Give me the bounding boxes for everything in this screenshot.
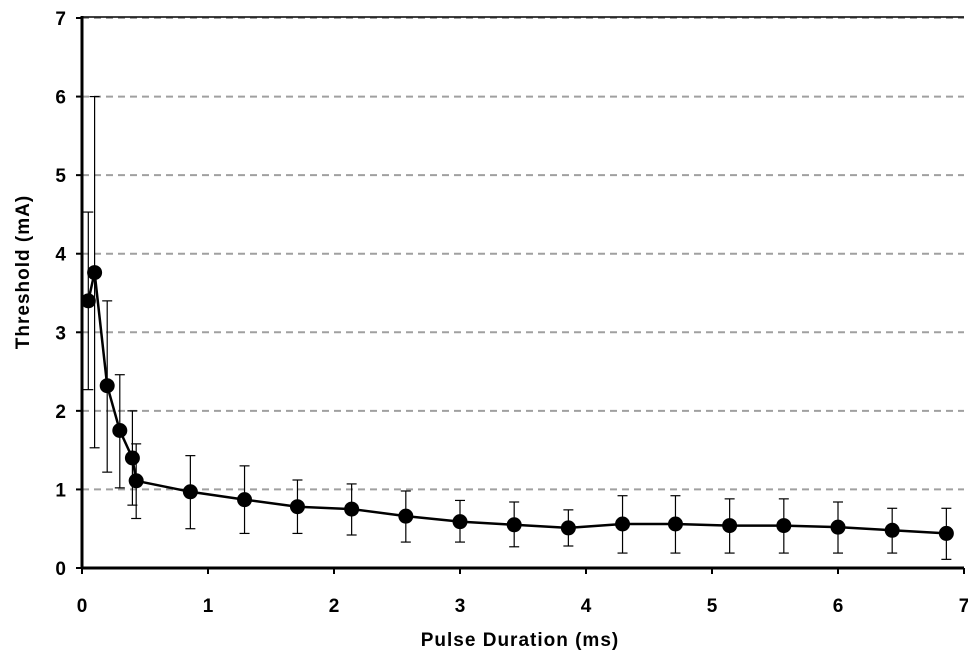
- data-point-16: [722, 518, 738, 534]
- y-tick-label-7: 7: [55, 9, 66, 30]
- data-point-19: [884, 522, 900, 538]
- data-point-8: [289, 499, 305, 515]
- data-point-18: [830, 519, 846, 535]
- x-tick-label-2: 2: [329, 596, 340, 617]
- y-axis-title: Threshold (mA): [13, 195, 34, 349]
- x-tick-label-0: 0: [77, 596, 88, 617]
- data-point-10: [398, 508, 414, 524]
- data-point-6: [182, 484, 198, 500]
- data-point-2: [99, 378, 115, 394]
- axes: [76, 16, 965, 574]
- x-tick-label-4: 4: [581, 596, 592, 617]
- data-point-7: [237, 492, 253, 508]
- data-point-5: [128, 473, 144, 489]
- data-point-17: [776, 518, 792, 534]
- data-point-14: [615, 516, 631, 532]
- data-point-13: [560, 520, 576, 536]
- data-point-4: [124, 450, 140, 466]
- data-point-0: [80, 293, 96, 309]
- data-point-11: [452, 514, 468, 530]
- data-point-1: [87, 265, 103, 281]
- data-point-15: [667, 516, 683, 532]
- data-points: [80, 265, 954, 541]
- y-tick-label-3: 3: [55, 323, 66, 344]
- tick-labels: 0 1 2 3 4 5 6 7 0 1 2 3 4 5 6 7: [55, 9, 968, 617]
- y-tick-label-4: 4: [55, 245, 66, 266]
- x-axis-title: Pulse Duration (ms): [421, 630, 619, 651]
- data-point-9: [344, 501, 360, 517]
- y-tick-label-2: 2: [55, 402, 66, 423]
- y-tick-label-1: 1: [55, 480, 66, 501]
- data-point-20: [938, 525, 954, 541]
- y-tick-label-0: 0: [55, 559, 66, 580]
- x-tick-label-1: 1: [203, 596, 214, 617]
- x-tick-label-6: 6: [833, 596, 844, 617]
- y-tick-label-5: 5: [55, 166, 66, 187]
- x-tick-label-3: 3: [455, 596, 466, 617]
- data-point-3: [112, 423, 128, 438]
- data-point-12: [506, 517, 522, 533]
- series-line-0: [87, 271, 947, 535]
- series-line: [87, 271, 947, 535]
- x-tick-label-5: 5: [707, 596, 718, 617]
- grid-lines: [82, 17, 964, 491]
- y-tick-label-6: 6: [55, 88, 66, 109]
- x-tick-label-7: 7: [959, 596, 968, 617]
